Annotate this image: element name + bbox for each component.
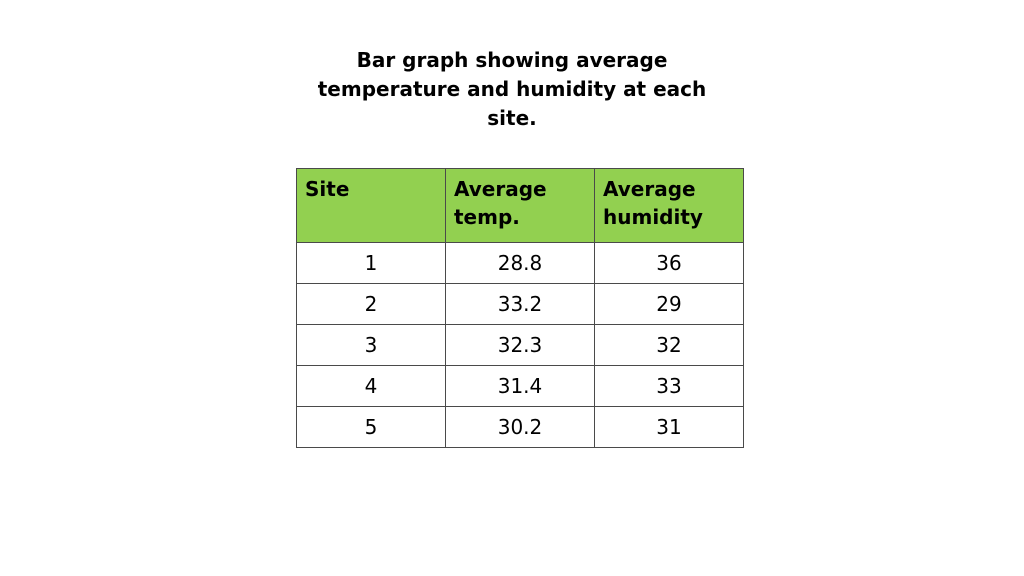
cell-site: 3 xyxy=(296,324,446,366)
cell-temp: 32.3 xyxy=(445,324,595,366)
cell-site: 2 xyxy=(296,283,446,325)
cell-temp: 28.8 xyxy=(445,242,595,284)
cell-temp: 30.2 xyxy=(445,406,595,448)
cell-humidity: 33 xyxy=(594,365,744,407)
cell-humidity: 31 xyxy=(594,406,744,448)
header-average-temp: Average temp. xyxy=(445,168,595,243)
table-row: 4 31.4 33 xyxy=(296,365,744,407)
slide-title: Bar graph showing average temperature an… xyxy=(317,48,707,130)
cell-site: 4 xyxy=(296,365,446,407)
data-table: Site Average temp. Average humidity 1 28… xyxy=(296,168,744,448)
cell-temp: 33.2 xyxy=(445,283,595,325)
header-site: Site xyxy=(296,168,446,243)
cell-temp: 31.4 xyxy=(445,365,595,407)
cell-humidity: 29 xyxy=(594,283,744,325)
cell-humidity: 32 xyxy=(594,324,744,366)
table-row: 3 32.3 32 xyxy=(296,324,744,366)
table-header-row: Site Average temp. Average humidity xyxy=(296,168,744,243)
cell-site: 5 xyxy=(296,406,446,448)
table-row: 2 33.2 29 xyxy=(296,283,744,325)
cell-site: 1 xyxy=(296,242,446,284)
cell-humidity: 36 xyxy=(594,242,744,284)
table-row: 1 28.8 36 xyxy=(296,242,744,284)
table-row: 5 30.2 31 xyxy=(296,406,744,448)
header-average-humidity: Average humidity xyxy=(594,168,744,243)
